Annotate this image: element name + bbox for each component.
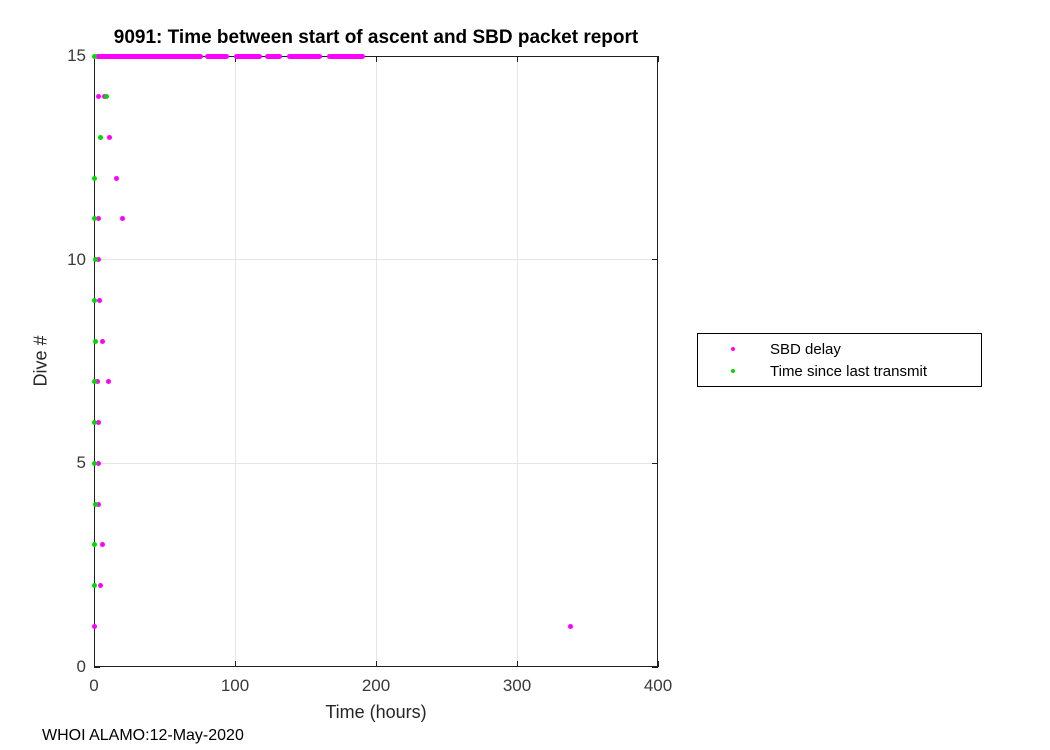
data-point-time-since-last-transmit — [92, 338, 98, 344]
y-tick-label-10: 10 — [67, 250, 86, 269]
x-tick-mark — [375, 661, 377, 667]
data-point-sbd-delay — [105, 379, 111, 385]
x-tick-mark — [234, 56, 236, 62]
x-tick-label-200: 200 — [361, 676, 391, 695]
x-tick-mark — [657, 661, 659, 667]
data-point-time-since-last-transmit — [92, 501, 98, 507]
data-point-time-since-last-transmit — [97, 134, 103, 140]
x-tick-mark — [516, 661, 518, 667]
data-point-sbd-delay — [99, 338, 105, 344]
data-point-time-since-last-transmit — [92, 257, 98, 263]
data-point-sbd-delay — [96, 257, 102, 263]
legend: SBD delay Time since last transmit — [697, 333, 982, 387]
data-point-sbd-delay — [99, 542, 105, 548]
data-point-sbd-delay — [96, 297, 102, 303]
y-tick-mark — [94, 666, 100, 668]
legend-label-sbd-delay: SBD delay — [770, 340, 841, 358]
data-point-time-since-last-transmit — [104, 94, 110, 100]
data-point-sbd-delay — [114, 175, 120, 181]
x-axis-label: Time (hours) — [325, 702, 427, 722]
data-point-sbd-delay — [119, 216, 125, 222]
data-point-sbd-delay — [106, 134, 112, 140]
data-point-sbd-delay — [95, 420, 101, 426]
y-tick-label-15: 15 — [67, 46, 86, 65]
data-point-sbd-delay — [95, 216, 101, 222]
chart-title: 9091: Time between start of ascent and S… — [113, 27, 639, 48]
y-tick-mark — [652, 666, 658, 668]
data-point-sbd-delay — [98, 583, 104, 589]
x-tick-mark — [234, 661, 236, 667]
data-point-time-since-last-transmit — [91, 379, 97, 385]
legend-entry-sbd-delay: SBD delay — [698, 341, 981, 358]
y-tick-mark — [652, 55, 658, 57]
data-point-time-since-last-transmit — [91, 297, 97, 303]
sbd-delay-band-segment — [287, 53, 323, 59]
x-tick-label-300: 300 — [502, 676, 532, 695]
x-tick-mark — [93, 56, 95, 62]
data-point-sbd-delay — [568, 623, 574, 629]
x-tick-mark — [375, 56, 377, 62]
y-tick-mark — [652, 462, 658, 464]
data-point-sbd-delay — [101, 94, 107, 100]
data-point-time-since-last-transmit — [91, 583, 97, 589]
y-axis-label: Dive # — [30, 335, 51, 387]
x-tick-mark — [93, 661, 95, 667]
x-tick-label-0: 0 — [89, 676, 99, 695]
horizontal-gridline — [94, 259, 658, 261]
data-point-time-since-last-transmit — [91, 420, 97, 426]
data-point-time-since-last-transmit — [91, 53, 97, 59]
plot-area — [91, 53, 659, 668]
y-tick-label-5: 5 — [76, 453, 86, 472]
data-point-sbd-delay — [96, 501, 102, 507]
footer-text: WHOI ALAMO:12-May-2020 — [42, 727, 244, 744]
vertical-gridline — [516, 56, 518, 667]
data-point-time-since-last-transmit — [91, 542, 97, 548]
sbd-delay-band-segment — [233, 53, 262, 59]
vertical-gridline — [234, 56, 236, 667]
horizontal-gridline — [94, 462, 658, 464]
y-tick-label-0: 0 — [76, 657, 86, 676]
vertical-gridline — [375, 56, 377, 667]
x-tick-label-400: 400 — [643, 676, 673, 695]
data-point-time-since-last-transmit — [91, 216, 97, 222]
sbd-delay-band-segment — [326, 53, 365, 59]
sbd-delay-band-segment — [205, 53, 230, 59]
x-tick-mark — [516, 56, 518, 62]
data-point-time-since-last-transmit — [91, 175, 97, 181]
sbd-delay-swatch-dot — [731, 347, 735, 351]
data-point-sbd-delay — [95, 94, 101, 100]
x-tick-label-100: 100 — [220, 676, 250, 695]
sbd-delay-band-segment — [95, 53, 203, 59]
plot-border — [94, 56, 658, 667]
legend-label-time-since-last-transmit: Time since last transmit — [770, 362, 927, 380]
data-point-sbd-delay — [95, 379, 101, 385]
y-tick-mark — [652, 259, 658, 261]
data-point-sbd-delay — [91, 623, 97, 629]
x-tick-mark — [657, 56, 659, 62]
legend-entry-time-since-last-transmit: Time since last transmit — [698, 363, 981, 380]
data-point-sbd-delay — [96, 460, 102, 466]
data-point-time-since-last-transmit — [91, 460, 97, 466]
time-since-last-transmit-swatch-dot — [731, 369, 735, 373]
sbd-delay-band-segment — [264, 53, 282, 59]
